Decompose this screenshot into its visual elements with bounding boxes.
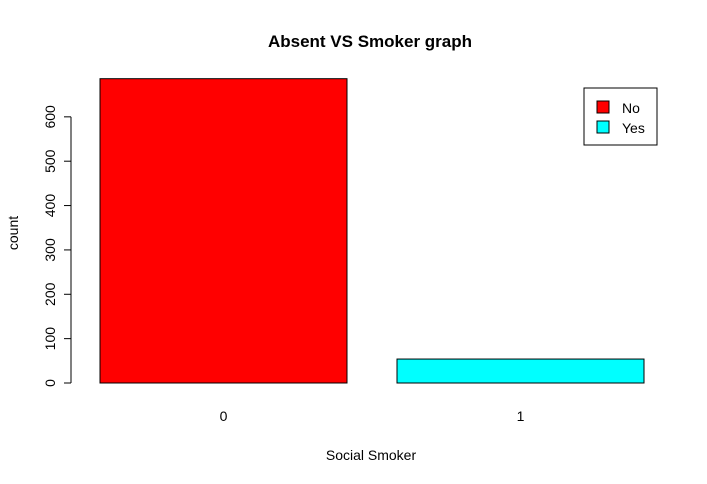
legend: No Yes	[583, 87, 658, 146]
bar-0	[99, 78, 348, 384]
bars	[99, 78, 645, 384]
y-tick-label: 400	[42, 194, 58, 218]
chart-title: Absent VS Smoker graph	[268, 32, 472, 51]
x-tick-label: 1	[517, 408, 525, 424]
y-tick-label: 500	[42, 149, 58, 173]
y-tick-label: 300	[42, 238, 58, 262]
y-axis-label: count	[5, 216, 21, 250]
x-tick-label: 0	[220, 408, 228, 424]
y-tick-label: 100	[42, 327, 58, 351]
y-tick-label: 200	[42, 282, 58, 306]
legend-label-yes: Yes	[622, 120, 645, 136]
bar-1	[396, 358, 645, 384]
legend-label-no: No	[622, 100, 640, 116]
y-tick-label: 600	[42, 105, 58, 129]
legend-box	[583, 87, 658, 146]
legend-swatch-no	[596, 100, 610, 114]
x-axis-label: Social Smoker	[326, 447, 417, 463]
y-axis: 0 100 200 300 400 500 600	[42, 105, 72, 387]
legend-swatch-yes	[596, 120, 610, 134]
y-tick-label: 0	[42, 379, 58, 387]
